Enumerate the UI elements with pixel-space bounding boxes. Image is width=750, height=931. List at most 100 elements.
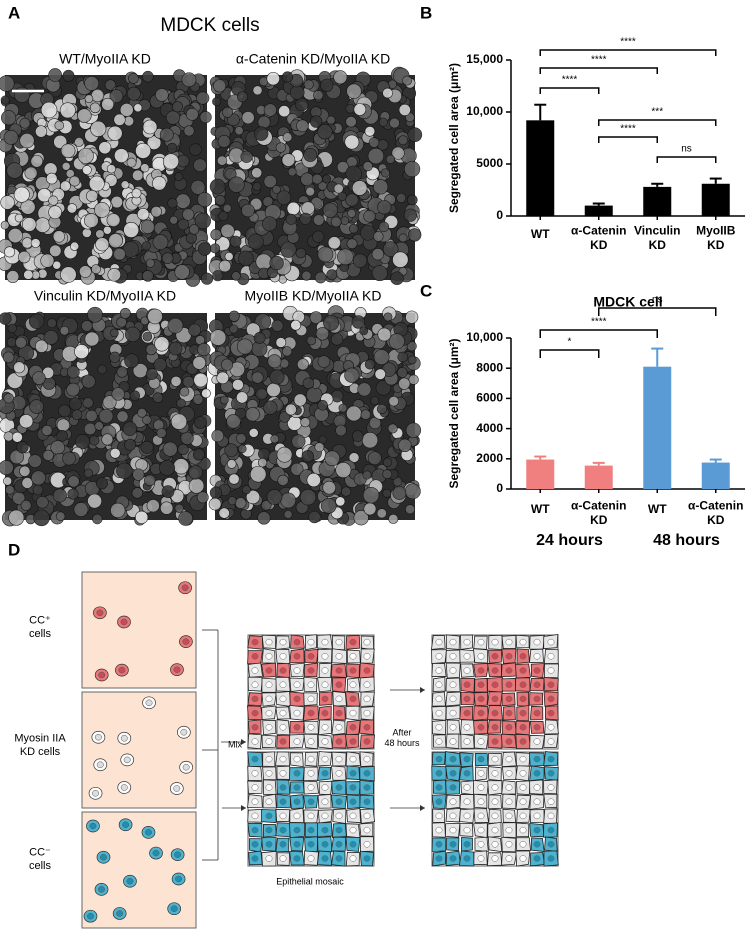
cell	[345, 103, 355, 114]
cell	[13, 186, 30, 203]
nucleus	[120, 618, 128, 626]
nucleus	[449, 667, 457, 674]
nucleus	[477, 798, 485, 805]
cell	[362, 470, 372, 480]
nucleus	[533, 709, 541, 717]
cell	[81, 374, 96, 389]
nucleus	[152, 849, 160, 857]
cell	[303, 148, 318, 162]
cell	[326, 269, 338, 281]
cell	[174, 503, 184, 513]
significance-bracket	[598, 136, 658, 143]
cell	[263, 103, 277, 117]
cell	[124, 353, 139, 369]
cell	[21, 477, 34, 489]
cell	[98, 408, 114, 424]
cell	[344, 134, 360, 150]
nucleus	[491, 681, 499, 688]
cell	[132, 169, 144, 182]
image-title: MyoIIB KD/MyoIIA KD	[245, 288, 382, 304]
nucleus	[251, 784, 259, 791]
nucleus	[505, 681, 513, 688]
nucleus	[505, 855, 513, 862]
nucleus	[477, 724, 485, 731]
cell	[296, 119, 309, 133]
cell	[179, 386, 190, 397]
nucleus	[321, 755, 329, 763]
cell	[56, 430, 68, 442]
cell	[116, 462, 133, 479]
cell	[126, 86, 141, 101]
nucleus	[463, 724, 471, 731]
cell	[170, 375, 182, 387]
nucleus	[533, 653, 541, 660]
cell	[241, 203, 255, 218]
micrograph	[0, 68, 214, 287]
cell	[311, 173, 323, 185]
cell	[83, 422, 97, 436]
nucleus	[477, 695, 485, 703]
nucleus	[435, 681, 443, 688]
nucleus	[519, 826, 527, 834]
cell	[144, 474, 156, 487]
significance-label: ****	[562, 75, 578, 86]
nucleus	[279, 755, 287, 763]
cell	[153, 357, 167, 372]
cell	[188, 478, 205, 494]
cell	[361, 432, 379, 449]
cell	[177, 218, 190, 231]
cell	[211, 429, 225, 443]
cell	[241, 485, 251, 495]
cell	[216, 155, 228, 166]
nucleus	[92, 790, 100, 797]
panel-label: A	[8, 3, 20, 22]
cell	[252, 182, 262, 192]
cell	[373, 231, 384, 242]
nucleus	[98, 671, 106, 679]
cell	[377, 327, 392, 342]
cell	[170, 413, 188, 430]
nucleus	[307, 638, 315, 646]
cell	[140, 163, 150, 173]
nucleus	[533, 770, 541, 777]
bar	[643, 186, 672, 216]
nucleus	[116, 910, 124, 917]
nucleus	[477, 841, 485, 848]
cell	[124, 438, 137, 451]
nucleus	[251, 695, 259, 703]
cell	[34, 217, 51, 233]
nucleus	[449, 695, 457, 703]
nucleus	[349, 681, 357, 688]
cell	[111, 387, 125, 401]
cell	[66, 382, 80, 397]
cell	[388, 513, 399, 524]
arrowhead	[241, 805, 246, 811]
nucleus	[307, 653, 315, 660]
cell	[341, 486, 352, 497]
cell	[272, 185, 281, 194]
nucleus	[491, 638, 499, 646]
nucleus	[477, 770, 485, 777]
cell	[367, 451, 382, 466]
nucleus	[265, 770, 273, 777]
cell	[335, 462, 352, 478]
cell	[271, 319, 284, 332]
cell	[0, 95, 10, 105]
nucleus	[533, 681, 541, 688]
cell	[373, 349, 390, 365]
significance-label: ***	[651, 107, 663, 118]
cell	[74, 344, 89, 359]
cell	[337, 248, 354, 266]
cell	[166, 142, 178, 154]
cell	[357, 382, 372, 397]
nucleus	[449, 755, 457, 763]
cell	[154, 336, 170, 352]
cell	[83, 468, 94, 478]
cell	[290, 462, 304, 476]
cell	[2, 351, 15, 364]
cell	[281, 153, 296, 167]
cell	[345, 193, 359, 207]
significance-bracket	[539, 349, 600, 358]
cell	[0, 195, 15, 210]
cell	[398, 135, 409, 146]
